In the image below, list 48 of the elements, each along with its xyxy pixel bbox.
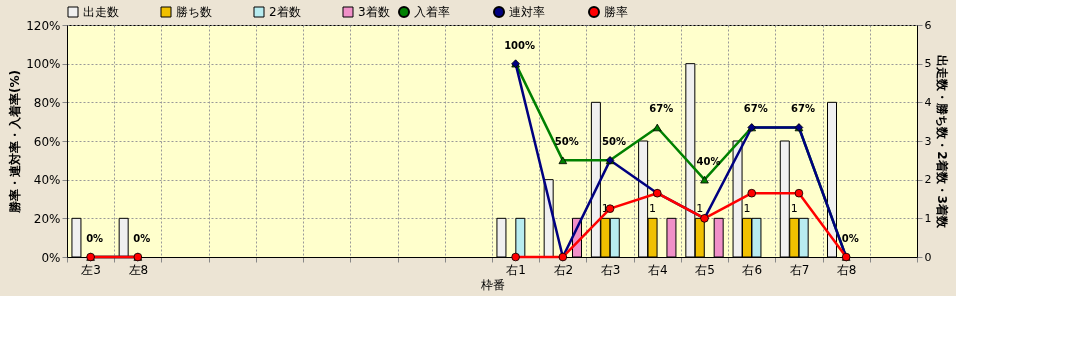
x-axis-title: 枠番 — [479, 277, 505, 292]
data-label: 0% — [841, 233, 859, 244]
data-label: 40% — [696, 155, 721, 167]
y2-tick-label: 2 — [924, 173, 932, 187]
legend-label: 入着率 — [414, 5, 450, 19]
y2-tick-label: 3 — [924, 134, 932, 148]
y-tick-label: 100% — [26, 57, 61, 72]
data-label: 1 — [743, 202, 751, 216]
data-label: 100% — [504, 39, 536, 51]
x-tick-label: 右3 — [600, 262, 621, 277]
data-label: 50% — [554, 136, 579, 148]
x-tick-label: 右8 — [836, 262, 857, 277]
data-label: 1 — [790, 202, 798, 216]
legend-label: 出走数 — [83, 5, 119, 19]
x-tick-label: 右4 — [647, 262, 668, 277]
y2-tick-label: 1 — [924, 211, 932, 225]
data-label: 67% — [790, 103, 815, 115]
y-tick-label: 60% — [33, 134, 61, 149]
y-tick-label: 40% — [33, 173, 61, 188]
x-tick-label: 右2 — [553, 262, 574, 277]
legend-label: 3着数 — [358, 5, 390, 19]
y-tick-label: 120% — [26, 18, 61, 33]
x-tick-label: 左8 — [128, 262, 149, 277]
data-label: 1 — [649, 202, 657, 216]
x-tick-label: 右5 — [695, 262, 715, 277]
y-axis-title: 勝率・連対率・入着率(%) — [8, 70, 23, 214]
y-tick-label: 20% — [33, 211, 61, 226]
data-label: 0% — [133, 233, 151, 244]
data-label: 67% — [743, 103, 768, 115]
data-label: 50% — [602, 136, 627, 148]
x-tick-label: 右6 — [742, 262, 763, 277]
y2-tick-label: 6 — [924, 18, 932, 32]
legend-label: 勝率 — [604, 5, 628, 19]
data-label: 1 — [696, 202, 704, 216]
x-tick-label: 右1 — [506, 262, 526, 277]
y-tick-label: 0% — [41, 250, 61, 265]
y2-tick-label: 4 — [924, 95, 932, 109]
data-label: 0% — [86, 233, 104, 244]
legend-label: 勝ち数 — [176, 5, 212, 19]
y2-axis-title: 出走数・勝ち数・2着数・3着数 — [935, 55, 950, 229]
legend-label: 連対率 — [509, 5, 545, 19]
legend-label: 2着数 — [269, 5, 301, 19]
x-tick-label: 右7 — [789, 262, 810, 277]
y2-tick-label: 5 — [924, 57, 932, 71]
y2-tick-label: 0 — [924, 250, 932, 264]
x-tick-label: 左3 — [81, 262, 101, 277]
data-label: 67% — [649, 103, 674, 115]
y-tick-label: 80% — [33, 95, 61, 110]
